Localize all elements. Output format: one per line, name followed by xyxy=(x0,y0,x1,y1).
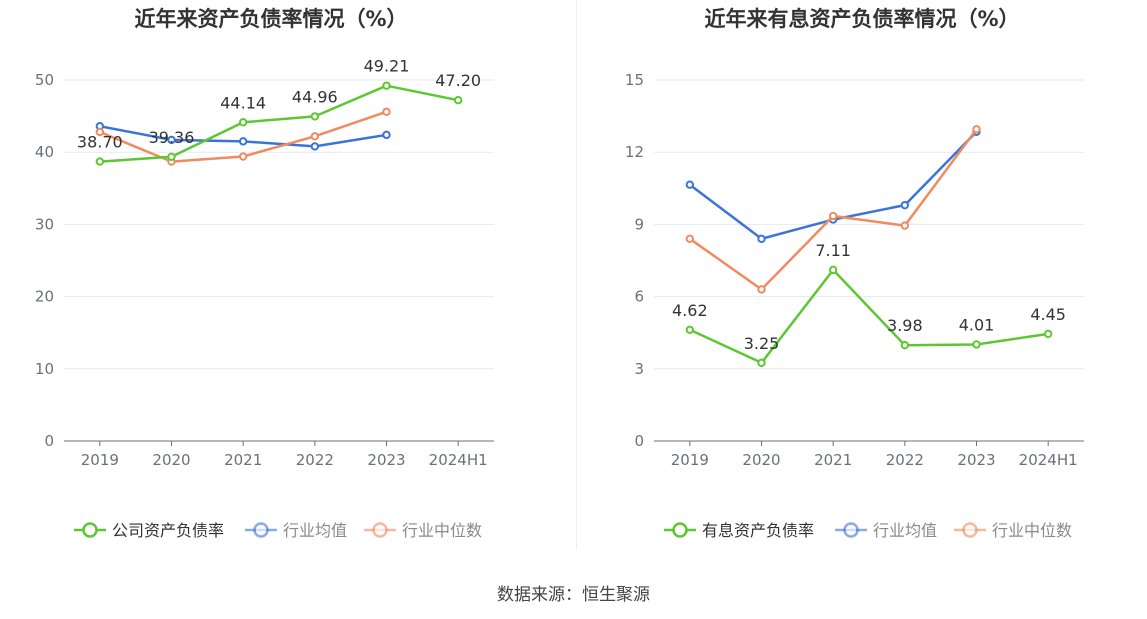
data-point xyxy=(685,325,695,335)
data-label: 44.96 xyxy=(292,87,338,106)
legend-label: 有息资产负债率 xyxy=(702,521,814,540)
data-point xyxy=(453,96,463,105)
x-tick-label: 2024H1 xyxy=(429,451,488,469)
legend-marker xyxy=(82,522,98,538)
x-tick-label: 2021 xyxy=(814,451,852,469)
y-tick-label: 15 xyxy=(625,71,644,89)
x-tick-label: 2019 xyxy=(671,451,709,469)
legend-marker xyxy=(672,522,688,538)
chart-title: 近年来资产负债率情况（%） xyxy=(134,7,407,31)
legend-label: 行业均值 xyxy=(283,521,347,540)
data-label: 39.36 xyxy=(149,128,195,147)
y-tick-label: 50 xyxy=(35,71,54,89)
legend-item: 行业中位数 xyxy=(364,521,482,540)
data-point xyxy=(900,200,910,210)
data-point xyxy=(238,118,248,127)
chart-title: 近年来有息资产负债率情况（%） xyxy=(704,7,1019,31)
y-tick-label: 0 xyxy=(634,432,644,450)
legend-item: 行业中位数 xyxy=(954,521,1072,540)
data-point xyxy=(167,152,176,162)
x-tick-label: 2024H1 xyxy=(1019,451,1078,469)
x-tick-label: 2022 xyxy=(886,451,924,469)
legend-label: 行业中位数 xyxy=(992,521,1072,540)
data-point xyxy=(1043,329,1053,339)
x-tick-label: 2020 xyxy=(152,451,190,469)
legend-item: 有息资产负债率 xyxy=(664,521,814,540)
series-line xyxy=(99,84,459,163)
y-tick-label: 12 xyxy=(625,143,644,161)
data-label: 4.01 xyxy=(959,315,995,334)
legend-label: 公司资产负债率 xyxy=(112,521,224,540)
data-source: 数据来源：恒生聚源 xyxy=(497,585,650,605)
data-label: 4.45 xyxy=(1030,305,1066,324)
data-label: 44.14 xyxy=(220,93,266,112)
data-label: 3.25 xyxy=(744,334,780,353)
data-label: 38.70 xyxy=(77,133,123,152)
legend-item: 行业均值 xyxy=(835,521,937,540)
data-point xyxy=(972,125,981,134)
y-tick-label: 3 xyxy=(634,360,644,378)
data-point xyxy=(95,157,105,166)
x-tick-label: 2021 xyxy=(224,451,262,469)
y-tick-label: 30 xyxy=(35,215,54,233)
y-tick-label: 6 xyxy=(634,288,644,306)
data-point xyxy=(238,137,248,146)
y-tick-label: 9 xyxy=(634,215,644,233)
legend-marker xyxy=(253,522,269,538)
data-point xyxy=(972,340,981,349)
data-label: 49.21 xyxy=(364,57,410,76)
data-point xyxy=(167,135,176,145)
data-point xyxy=(757,358,766,367)
legend-item: 行业均值 xyxy=(245,521,347,540)
data-point xyxy=(310,112,320,121)
data-point xyxy=(900,221,910,230)
series-line xyxy=(689,268,1049,365)
x-tick-label: 2022 xyxy=(296,451,334,469)
data-point xyxy=(757,234,766,244)
data-point xyxy=(310,142,320,151)
y-tick-label: 0 xyxy=(44,432,54,450)
y-tick-label: 10 xyxy=(35,360,54,378)
data-point xyxy=(95,127,105,137)
data-point xyxy=(900,341,910,350)
data-point xyxy=(310,132,320,141)
legend-item: 公司资产负债率 xyxy=(74,521,224,540)
chart-divider xyxy=(576,0,577,550)
x-tick-label: 2020 xyxy=(742,451,780,469)
data-point xyxy=(828,211,838,221)
data-label: 7.11 xyxy=(815,241,851,260)
y-tick-label: 20 xyxy=(35,288,54,306)
x-tick-label: 2023 xyxy=(367,451,405,469)
data-point xyxy=(382,130,391,140)
legend-marker xyxy=(372,522,388,538)
chart-interest-bearing-debt-ratio: 近年来有息资产负债率情况（%） 0 3 6 9 12 15 2019 2020 2021 2022 2… xyxy=(625,7,1084,540)
data-point xyxy=(382,107,391,116)
legend-label: 行业均值 xyxy=(873,521,937,540)
data-point xyxy=(685,234,695,244)
data-point xyxy=(828,265,838,275)
series-line xyxy=(689,128,978,291)
data-label: 47.20 xyxy=(435,71,481,90)
data-label: 3.98 xyxy=(887,316,923,335)
x-tick-label: 2023 xyxy=(957,451,995,469)
legend-marker xyxy=(962,522,978,538)
y-tick-label: 40 xyxy=(35,143,54,161)
data-point xyxy=(238,152,248,161)
data-point xyxy=(382,81,391,90)
data-point xyxy=(757,285,766,294)
data-point xyxy=(685,180,695,189)
legend-label: 行业中位数 xyxy=(402,521,482,540)
legend-marker xyxy=(843,522,859,538)
x-tick-label: 2019 xyxy=(81,451,119,469)
chart-debt-ratio: 近年来资产负债率情况（%） 0 10 20 30 40 50 2019 2020 2021 2022… xyxy=(35,7,494,540)
data-label: 4.62 xyxy=(672,301,708,320)
